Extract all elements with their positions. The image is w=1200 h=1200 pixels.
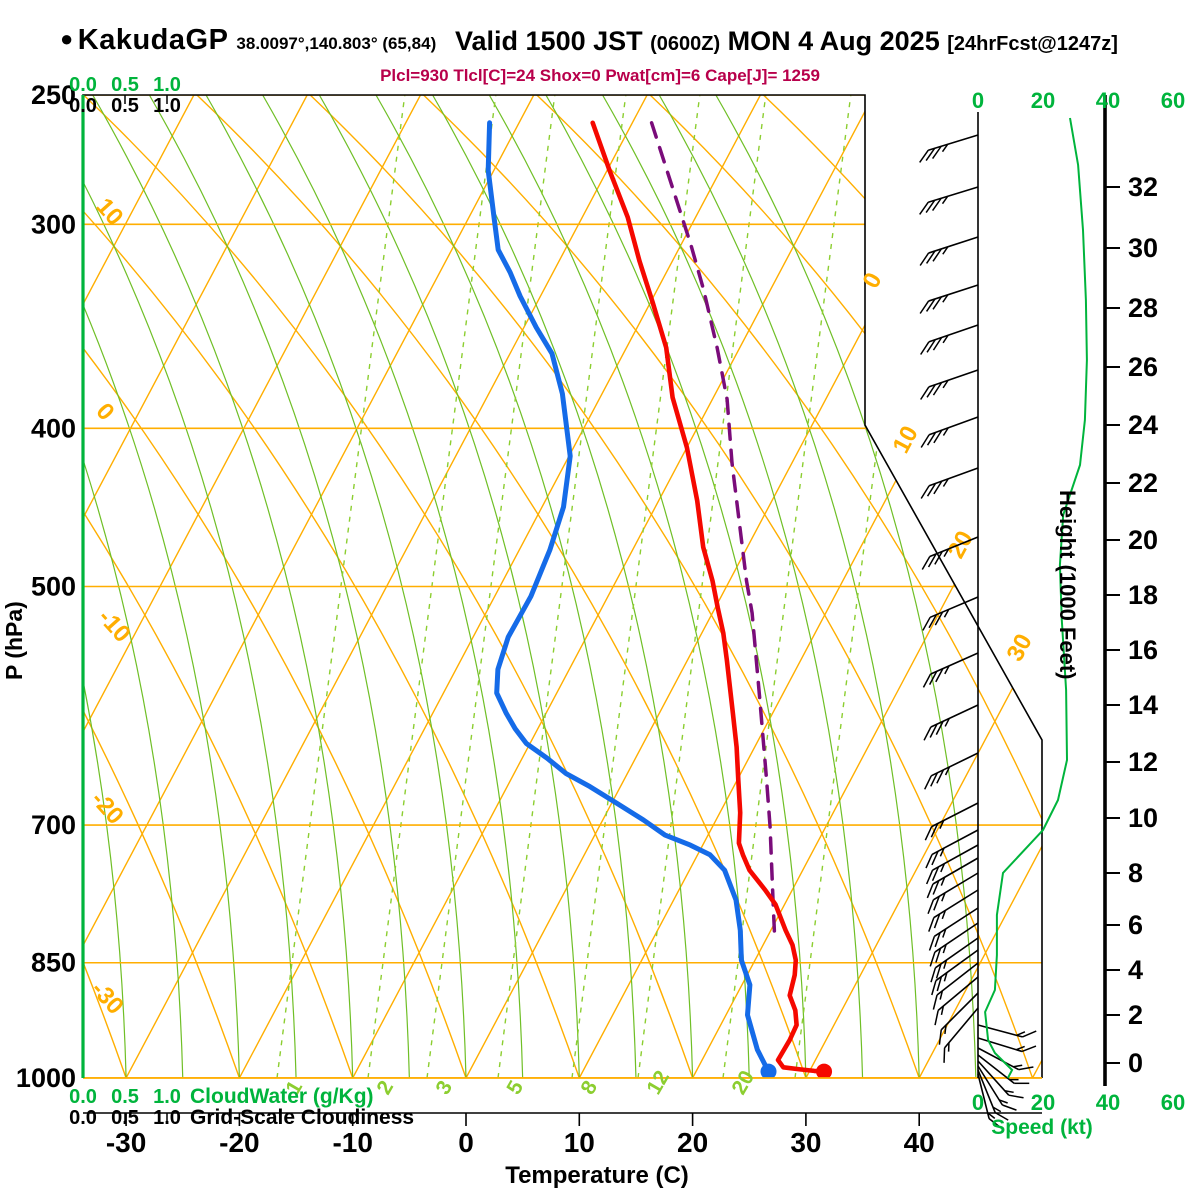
svg-text:12: 12 bbox=[1128, 747, 1158, 777]
valid-time: Valid 1500 JST (0600Z) MON 4 Aug 2025 [2… bbox=[455, 26, 1118, 57]
svg-text:60: 60 bbox=[1161, 1090, 1185, 1115]
svg-text:40: 40 bbox=[904, 1127, 935, 1158]
svg-text:400: 400 bbox=[31, 413, 76, 443]
svg-text:2: 2 bbox=[1128, 1000, 1143, 1030]
svg-text:700: 700 bbox=[31, 810, 76, 840]
svg-text:5: 5 bbox=[502, 1077, 528, 1099]
svg-text:850: 850 bbox=[31, 948, 76, 978]
svg-text:0.0: 0.0 bbox=[69, 95, 97, 117]
station-marker-icon: ● bbox=[60, 26, 74, 51]
svg-text:28: 28 bbox=[1128, 293, 1158, 323]
svg-text:18: 18 bbox=[1128, 580, 1158, 610]
svg-text:10: 10 bbox=[1128, 803, 1158, 833]
svg-text:1.0: 1.0 bbox=[153, 74, 181, 96]
svg-text:0: 0 bbox=[91, 398, 120, 426]
svg-text:20: 20 bbox=[1031, 88, 1055, 113]
svg-text:300: 300 bbox=[31, 209, 76, 239]
svg-text:3: 3 bbox=[431, 1077, 457, 1099]
valid-time-main: Valid 1500 JST bbox=[455, 26, 651, 56]
svg-text:-20: -20 bbox=[86, 786, 129, 830]
svg-text:40: 40 bbox=[1096, 1090, 1120, 1115]
svg-text:1.0: 1.0 bbox=[153, 1086, 181, 1108]
valid-time-utc: (0600Z) bbox=[650, 33, 721, 55]
svg-text:24: 24 bbox=[1128, 410, 1158, 440]
svg-text:0: 0 bbox=[458, 1127, 474, 1158]
svg-text:-30: -30 bbox=[106, 1127, 146, 1158]
svg-text:0.5: 0.5 bbox=[111, 1086, 139, 1108]
svg-text:20: 20 bbox=[1128, 525, 1158, 555]
svg-text:Temperature (C): Temperature (C) bbox=[505, 1162, 689, 1189]
svg-text:-20: -20 bbox=[219, 1127, 259, 1158]
svg-text:30: 30 bbox=[1128, 233, 1158, 263]
page-title: ● KakudaGP 38.0097°,140.803° (65,84) bbox=[60, 24, 436, 57]
forecast-tag: [24hrFcst@1247z] bbox=[947, 33, 1118, 55]
svg-text:22: 22 bbox=[1128, 468, 1158, 498]
svg-text:500: 500 bbox=[31, 571, 76, 601]
svg-text:60: 60 bbox=[1161, 88, 1185, 113]
svg-text:1.0: 1.0 bbox=[153, 95, 181, 117]
station-name: KakudaGP bbox=[77, 24, 229, 56]
svg-text:0.5: 0.5 bbox=[111, 74, 139, 96]
svg-text:40: 40 bbox=[1096, 88, 1120, 113]
svg-text:30: 30 bbox=[790, 1127, 821, 1158]
svg-text:Speed (kt): Speed (kt) bbox=[991, 1116, 1093, 1139]
svg-text:12: 12 bbox=[642, 1067, 674, 1099]
svg-text:6: 6 bbox=[1128, 910, 1143, 940]
valid-time-date: MON 4 Aug 2025 bbox=[720, 26, 948, 56]
svg-text:0.5: 0.5 bbox=[111, 95, 139, 117]
svg-text:10: 10 bbox=[887, 422, 923, 458]
station-coordinates: 38.0097°,140.803° (65,84) bbox=[236, 34, 437, 53]
svg-text:-10: -10 bbox=[332, 1127, 372, 1158]
svg-text:20: 20 bbox=[677, 1127, 708, 1158]
svg-text:0.0: 0.0 bbox=[69, 1107, 97, 1129]
svg-text:10: 10 bbox=[564, 1127, 595, 1158]
svg-text:250: 250 bbox=[31, 80, 76, 110]
svg-text:8: 8 bbox=[576, 1077, 602, 1099]
svg-text:0.0: 0.0 bbox=[69, 74, 97, 96]
svg-text:CloudWater (g/Kg): CloudWater (g/Kg) bbox=[190, 1085, 374, 1108]
svg-text:8: 8 bbox=[1128, 858, 1143, 888]
svg-text:0: 0 bbox=[857, 268, 887, 292]
svg-text:Grid-Scale Cloudiness: Grid-Scale Cloudiness bbox=[190, 1106, 414, 1129]
svg-text:1000: 1000 bbox=[16, 1063, 76, 1093]
svg-text:4: 4 bbox=[1128, 955, 1143, 985]
svg-text:2: 2 bbox=[372, 1077, 398, 1099]
svg-text:Height (1000 Feet): Height (1000 Feet) bbox=[1055, 490, 1080, 680]
svg-text:26: 26 bbox=[1128, 352, 1158, 382]
svg-text:14: 14 bbox=[1128, 690, 1158, 720]
svg-text:32: 32 bbox=[1128, 172, 1158, 202]
svg-text:0.0: 0.0 bbox=[69, 1086, 97, 1108]
svg-text:16: 16 bbox=[1128, 635, 1158, 665]
svg-text:-10: -10 bbox=[93, 604, 136, 648]
svg-text:30: 30 bbox=[1001, 630, 1037, 666]
svg-text:20: 20 bbox=[727, 1067, 759, 1099]
svg-text:0: 0 bbox=[1128, 1048, 1143, 1078]
svg-text:0: 0 bbox=[972, 88, 984, 113]
svg-text:P (hPa): P (hPa) bbox=[1, 601, 27, 680]
svg-text:0: 0 bbox=[972, 1090, 984, 1115]
sounding-parameters: Plcl=930 Tlcl[C]=24 Shox=0 Pwat[cm]=6 Ca… bbox=[380, 66, 820, 85]
svg-text:20: 20 bbox=[1031, 1090, 1055, 1115]
